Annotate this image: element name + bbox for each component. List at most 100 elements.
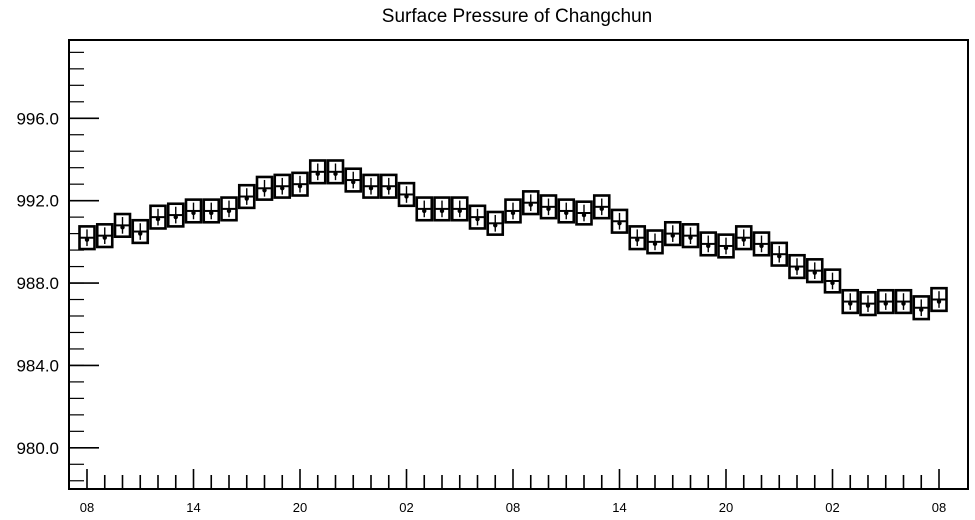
- y-tick-label: 988.0: [16, 274, 59, 293]
- pressure-box: [166, 202, 185, 228]
- x-tick-label: 20: [719, 500, 733, 515]
- box-point: [670, 233, 675, 238]
- box-point: [120, 225, 125, 230]
- box-point: [351, 179, 356, 185]
- box-point: [297, 183, 303, 189]
- pressure-box: [202, 198, 221, 224]
- box-point: [422, 208, 427, 214]
- pressure-box: [592, 194, 611, 220]
- pressure-box: [379, 173, 398, 199]
- box-point: [493, 223, 498, 228]
- box-point: [830, 280, 835, 286]
- pressure-box: [326, 159, 345, 185]
- box-point: [475, 216, 480, 222]
- pressure-box: [876, 288, 895, 315]
- pressure-box: [131, 218, 150, 245]
- box-point: [528, 202, 533, 207]
- box-point: [635, 237, 640, 242]
- plot-frame: [68, 39, 969, 490]
- y-tick-label: 984.0: [16, 356, 59, 375]
- box-point: [723, 245, 729, 251]
- pressure-box: [184, 198, 203, 224]
- box-point: [226, 208, 232, 214]
- pressure-box: [823, 268, 842, 294]
- y-tick-label: 992.0: [16, 192, 59, 211]
- box-point: [333, 171, 338, 177]
- pressure-box: [255, 175, 274, 201]
- pressure-box: [894, 288, 913, 315]
- box-point: [546, 206, 551, 212]
- box-point: [244, 196, 249, 201]
- pressure-box: [699, 231, 718, 257]
- pressure-box: [308, 159, 327, 185]
- pressure-box: [237, 183, 256, 210]
- x-tick-label: 08: [506, 500, 520, 515]
- y-tick-label: 980.0: [16, 439, 59, 458]
- box-point: [315, 171, 320, 177]
- box-point: [812, 270, 817, 275]
- box-point: [794, 266, 800, 271]
- x-tick-label: 08: [80, 500, 94, 515]
- box-point: [102, 235, 107, 240]
- box-point: [510, 210, 516, 216]
- pressure-box: [841, 288, 860, 315]
- pressure-box: [468, 204, 487, 230]
- box-point: [280, 186, 285, 191]
- pressure-box: [788, 253, 806, 280]
- box-point: [901, 301, 906, 306]
- pressure-box: [397, 181, 416, 208]
- box-point: [191, 210, 196, 216]
- pressure-box: [681, 223, 700, 249]
- pressure-box: [646, 229, 664, 255]
- x-axis: 08 14 20 02 08 14 20 02 08: [80, 469, 946, 515]
- pressure-box: [78, 225, 96, 251]
- pressure-box: [805, 258, 824, 284]
- box-point: [457, 208, 462, 214]
- box-point: [688, 235, 693, 240]
- pressure-box: [610, 208, 629, 234]
- box-point: [368, 186, 374, 191]
- box-point: [173, 214, 178, 220]
- pressure-box: [930, 286, 948, 313]
- pressure-box: [504, 198, 522, 224]
- box-point: [652, 241, 658, 247]
- pressure-box: [95, 223, 114, 249]
- box-point: [741, 237, 746, 242]
- box-point: [777, 254, 782, 259]
- box-point: [706, 243, 711, 249]
- pressure-box: [717, 233, 735, 259]
- pressure-box: [220, 196, 238, 222]
- pressure-box: [450, 196, 469, 222]
- box-point: [209, 210, 214, 216]
- box-point: [155, 216, 161, 222]
- pressure-boxes: [78, 159, 948, 321]
- pressure-box: [486, 210, 505, 236]
- pressure-box: [433, 196, 451, 222]
- box-point: [404, 194, 409, 199]
- x-tick-label: 20: [293, 500, 307, 515]
- pressure-box: [663, 220, 682, 247]
- pressure-box: [415, 196, 434, 222]
- box-point: [617, 221, 622, 226]
- y-tick-label: 996.0: [16, 109, 59, 128]
- box-point: [581, 212, 587, 218]
- box-point: [848, 301, 853, 306]
- pressure-box: [628, 225, 647, 251]
- pressure-box: [113, 212, 132, 238]
- box-point: [919, 307, 924, 312]
- y-axis: 980.0 984.0 988.0 992.0 996.0: [16, 51, 99, 482]
- chart-title: Surface Pressure of Changchun: [382, 6, 652, 27]
- pressure-box: [539, 194, 558, 220]
- pressure-box: [291, 171, 309, 197]
- box-point: [936, 299, 942, 304]
- x-tick-label: 02: [825, 500, 839, 515]
- pressure-box: [770, 241, 789, 267]
- box-point: [759, 243, 764, 249]
- pressure-box: [273, 173, 292, 199]
- box-point: [564, 210, 569, 216]
- x-tick-label: 14: [186, 500, 200, 515]
- pressure-box: [557, 198, 576, 224]
- pressure-box: [859, 291, 877, 317]
- box-point: [883, 301, 888, 306]
- box-point: [84, 237, 90, 242]
